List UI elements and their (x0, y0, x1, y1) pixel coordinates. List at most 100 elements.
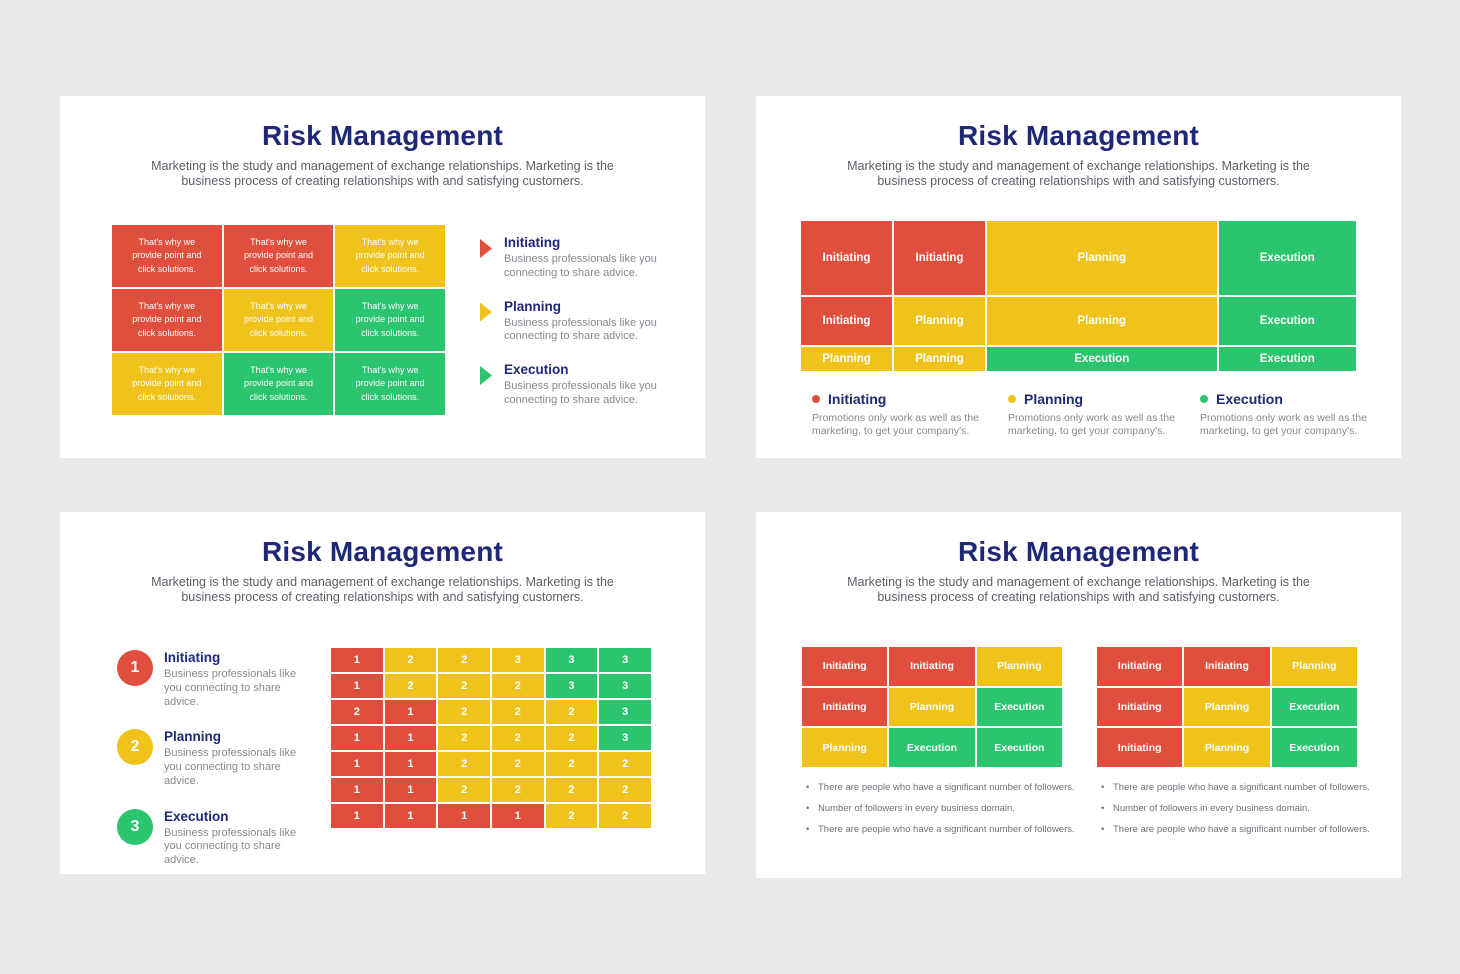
page-subtitle: Marketing is the study and management of… (847, 159, 1310, 188)
page-title: Risk Management (261, 120, 504, 151)
grid-cell: 1 (331, 674, 383, 698)
grid-cell: 1 (331, 648, 383, 672)
legend-label: Execution (1216, 391, 1283, 407)
legend-item-initiating: Initiating Promotions only work as well … (812, 391, 997, 438)
grid-cell: Initiating (801, 296, 892, 345)
slide-risk-matrix-arrows: Risk Management Marketing is the study a… (60, 96, 705, 458)
grid-cell: 2 (438, 648, 490, 672)
grid-cell: 1 (384, 752, 437, 776)
bullet-item: There are people who have a significant … (804, 824, 1089, 835)
number-badge: 2 (117, 729, 153, 766)
grid-cell: 1 (331, 752, 383, 776)
grid-cell: Planning (987, 221, 1217, 295)
arrow-right-icon (480, 302, 492, 322)
legend-description: Business professionals like you connecti… (164, 747, 297, 787)
grid-cell: 2 (545, 752, 598, 776)
grid-cell: 2 (492, 752, 544, 776)
legend-item-planning: Planning Promotions only work as well as… (1008, 391, 1193, 438)
grid-cell: 3 (599, 648, 651, 672)
number-badge: 1 (117, 650, 153, 686)
grid-cell: 2 (438, 726, 490, 750)
grid-cell: Execution (1218, 346, 1356, 371)
legend-item-initiating: 1 Initiating Business professionals like… (117, 650, 314, 709)
legend-description: Promotions only work as well as the mark… (1200, 412, 1367, 438)
grid-cell: Execution (1271, 687, 1357, 727)
arrow-right-icon (480, 239, 492, 258)
legend-label: Planning (504, 298, 561, 314)
grid-cell: Planning (976, 647, 1062, 686)
risk-matrix-right: Initiating Initiating Planning Initiating Pl… (1097, 647, 1357, 767)
dot-icon (812, 395, 820, 403)
bullet-list-right: There are people who have a significant … (1099, 782, 1384, 845)
grid-cell: 2 (492, 726, 544, 750)
grid-cell: That's why we provide point and click so… (223, 289, 334, 351)
grid-cell: 1 (331, 804, 383, 828)
legend: Initiating Business professionals like y… (480, 235, 676, 408)
grid-cell: 3 (599, 674, 651, 698)
page-subtitle: Marketing is the study and management of… (151, 159, 614, 188)
grid-cell: 3 (599, 726, 651, 750)
grid-cell: That's why we provide point and click so… (335, 225, 445, 287)
grid-cell: Planning (1271, 647, 1357, 686)
legend-item-planning: 2 Planning Business professionals like y… (117, 729, 314, 788)
legend-description: Business professionals like you connecti… (504, 316, 657, 343)
grid-cell: Initiating (894, 221, 985, 295)
grid-cell: Execution (976, 687, 1062, 727)
legend-label: Planning (164, 729, 221, 745)
grid-cell: 2 (545, 726, 598, 750)
legend-item-initiating: Initiating Business professionals like y… (480, 235, 676, 281)
grid-cell: Planning (1184, 728, 1270, 767)
grid-cell: 1 (331, 778, 383, 802)
legend-description: Business professionals like you connecti… (504, 253, 657, 279)
grid-cell: Execution (1271, 728, 1357, 767)
risk-matrix-labeled: Initiating Initiating Planning Execution Ini… (801, 221, 1356, 371)
risk-matrix-3x3: That's why we provide point and click so… (112, 225, 445, 415)
bullet-item: There are people who have a significant … (1099, 782, 1384, 793)
legend-item-execution: Execution Business professionals like yo… (480, 362, 676, 408)
grid-cell: Execution (976, 728, 1062, 767)
grid-cell: 1 (492, 804, 544, 828)
grid-cell: Initiating (801, 221, 892, 295)
legend-description: Business professionals like you connecti… (164, 826, 297, 867)
legend-description: Promotions only work as well as the mark… (1008, 412, 1175, 438)
grid-cell: 2 (384, 648, 437, 672)
grid-cell: That's why we provide point and click so… (223, 225, 334, 287)
grid-cell: 2 (438, 778, 490, 802)
number-badge: 3 (117, 808, 153, 845)
grid-cell: 2 (599, 752, 651, 776)
grid-cell: Initiating (802, 647, 888, 686)
legend-item-planning: Planning Business professionals like you… (480, 299, 676, 345)
bullet-item: There are people who have a significant … (804, 782, 1089, 793)
grid-cell: 2 (492, 674, 544, 698)
arrow-right-icon (480, 366, 492, 385)
legend-label: Initiating (828, 391, 887, 407)
bullet-item: Number of followers in every business do… (1099, 803, 1384, 814)
grid-cell: Planning (889, 687, 975, 727)
grid-cell: That's why we provide point and click so… (112, 289, 222, 351)
grid-cell: 2 (438, 700, 490, 724)
page-title: Risk Management (261, 536, 504, 567)
grid-cell: That's why we provide point and click so… (223, 353, 334, 415)
grid-cell: Planning (801, 346, 892, 371)
grid-cell: 2 (492, 700, 544, 724)
grid-cell: 1 (384, 726, 437, 750)
legend-label: Execution (164, 808, 229, 824)
legend-label: Planning (1024, 391, 1084, 407)
legend-item-execution: Execution Promotions only work as well a… (1200, 391, 1385, 438)
grid-cell: 2 (438, 674, 490, 698)
grid-cell: Planning (894, 346, 985, 371)
grid-cell: 2 (545, 804, 598, 828)
grid-cell: 3 (545, 648, 598, 672)
grid-cell: Planning (802, 728, 888, 767)
grid-cell: That's why we provide point and click so… (335, 289, 445, 351)
grid-cell: 1 (331, 726, 383, 750)
grid-cell: That's why we provide point and click so… (335, 353, 445, 415)
slide-risk-matrix-pair: Risk Management Marketing is the study a… (756, 512, 1401, 878)
grid-cell: That's why we provide point and click so… (112, 225, 222, 287)
bullet-item: Number of followers in every business do… (804, 803, 1089, 814)
grid-cell: Initiating (1097, 728, 1183, 767)
legend-description: Promotions only work as well as the mark… (812, 412, 979, 438)
grid-cell: 1 (384, 778, 437, 802)
dot-icon (1008, 395, 1016, 403)
grid-cell: 2 (545, 778, 598, 802)
